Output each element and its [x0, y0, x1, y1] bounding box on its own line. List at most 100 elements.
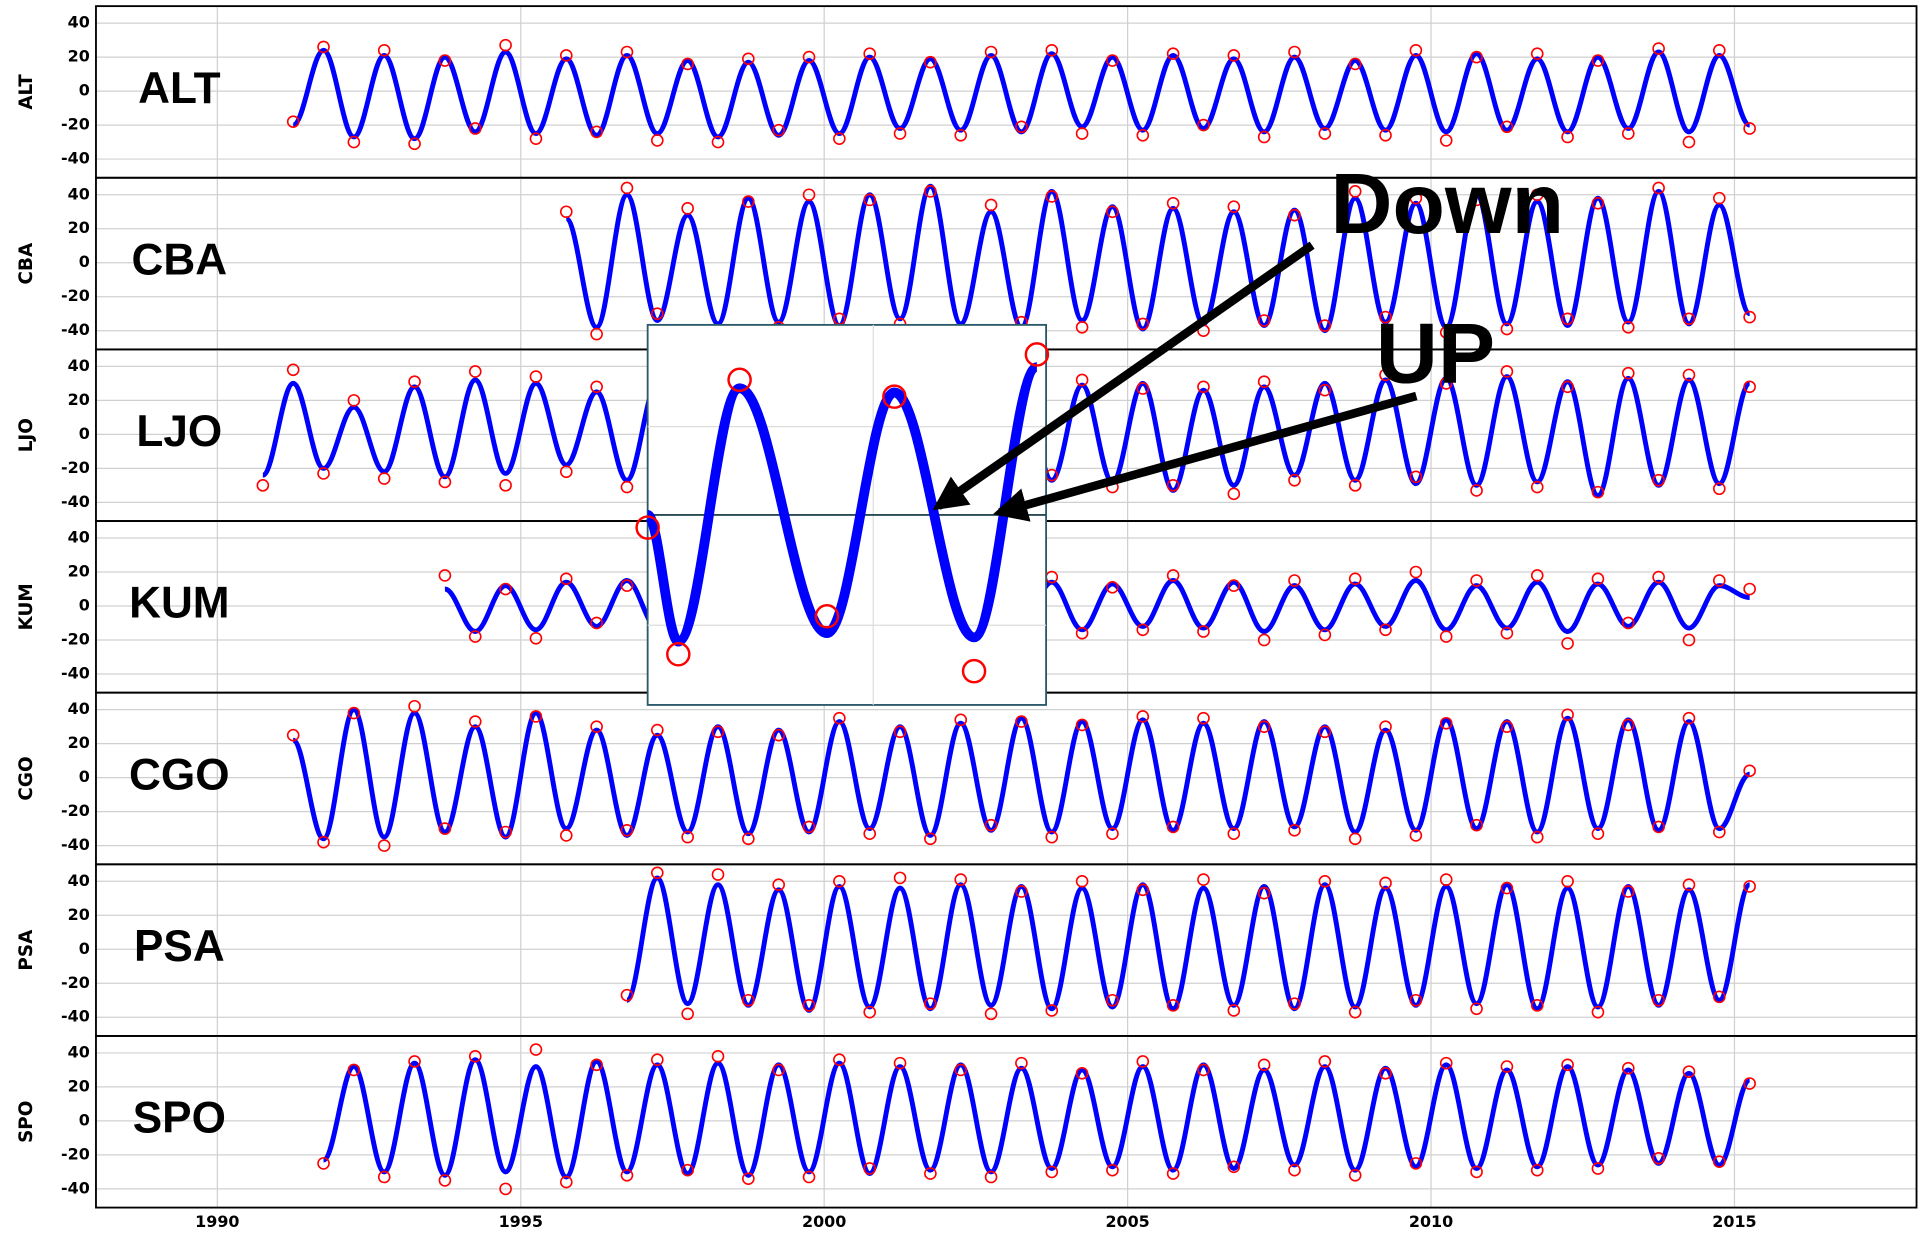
data-point — [559, 1175, 573, 1189]
inset — [635, 323, 1050, 706]
data-point — [408, 1055, 421, 1068]
data-point — [1561, 637, 1574, 650]
data-point — [559, 205, 573, 219]
data-point — [1288, 45, 1301, 59]
data-point — [1136, 128, 1150, 142]
annotation: UP — [1376, 306, 1495, 402]
data-point — [1257, 633, 1271, 647]
data-point — [681, 1007, 694, 1021]
data-point — [1561, 874, 1574, 888]
data-point — [1530, 999, 1544, 1012]
x-tick-label: 2010 — [1409, 1212, 1453, 1231]
data-point — [1409, 43, 1423, 57]
data-point — [1652, 181, 1665, 195]
data-point — [1712, 1155, 1726, 1169]
data-point — [468, 715, 482, 728]
data-point — [529, 710, 543, 723]
data-point — [1470, 818, 1483, 832]
data-point — [620, 480, 634, 494]
y-axis-label: LJO — [16, 418, 37, 452]
data-point — [1075, 320, 1089, 334]
data-point — [802, 50, 816, 64]
data-point — [863, 1162, 877, 1175]
data-point — [1015, 120, 1028, 134]
data-point — [893, 725, 907, 739]
data-point — [863, 1005, 877, 1019]
x-tick-label: 2000 — [802, 1212, 846, 1231]
data-point — [1318, 1055, 1332, 1068]
data-point — [1288, 574, 1301, 587]
data-point — [1379, 128, 1392, 142]
data-point — [711, 1050, 725, 1063]
data-point — [742, 832, 755, 846]
data-point — [1227, 487, 1241, 501]
data-point — [1045, 1165, 1059, 1179]
panel: -40 -20 0 20 40 CBA CBA — [16, 176, 1918, 351]
data-point — [772, 728, 785, 742]
data-point — [833, 711, 846, 725]
data-point — [1166, 196, 1180, 210]
data-point — [1439, 873, 1453, 886]
data-point — [1257, 720, 1271, 733]
data-point — [1257, 886, 1271, 900]
data-point — [1197, 873, 1210, 886]
panel: -40 -20 0 20 40 PSA PSA — [16, 863, 1918, 1037]
data-point — [893, 871, 907, 885]
y-tick-label: -40 — [61, 1178, 90, 1197]
data-point — [590, 720, 603, 733]
data-point — [256, 479, 270, 492]
data-point — [1318, 628, 1332, 642]
y-tick-label: 20 — [68, 47, 90, 66]
data-point — [742, 52, 755, 66]
data-point — [1621, 885, 1635, 898]
y-tick-label: -20 — [61, 286, 90, 305]
fit-line — [322, 1057, 1752, 1180]
data-point — [1106, 580, 1119, 594]
data-point — [1075, 874, 1089, 888]
data-point — [377, 472, 391, 485]
data-point — [1045, 830, 1059, 844]
data-point — [833, 132, 846, 145]
data-point — [499, 38, 512, 52]
station-label: SPO — [133, 1094, 226, 1143]
data-point — [1743, 880, 1756, 893]
data-point — [529, 132, 543, 145]
data-point — [286, 363, 300, 377]
y-axis-label: CBA — [16, 242, 37, 284]
data-point — [1682, 711, 1696, 725]
y-tick-label: 40 — [68, 356, 90, 375]
data-point — [802, 188, 816, 202]
data-point — [1106, 54, 1119, 67]
data-point — [984, 1007, 998, 1021]
data-point — [1166, 47, 1180, 61]
y-tick-label: -40 — [61, 1007, 90, 1026]
data-point — [468, 1050, 482, 1063]
data-point — [1136, 382, 1150, 395]
data-point — [882, 384, 907, 409]
data-point — [1318, 383, 1332, 397]
data-point — [1530, 47, 1544, 61]
data-point — [1500, 720, 1514, 733]
annotations: Down UP — [932, 156, 1564, 522]
data-point — [1136, 623, 1150, 637]
data-point — [317, 1157, 330, 1170]
data-point — [1470, 193, 1483, 207]
data-point — [1652, 1151, 1665, 1165]
data-point — [438, 822, 452, 835]
data-point — [711, 135, 725, 149]
arrow — [932, 241, 1315, 511]
data-point — [286, 115, 300, 128]
data-point — [954, 713, 968, 727]
y-tick-label: 20 — [68, 733, 90, 752]
data-point — [1197, 625, 1210, 638]
data-point — [1075, 718, 1089, 732]
data-point — [620, 988, 634, 1002]
data-point — [772, 878, 785, 892]
station-label: CGO — [129, 750, 230, 799]
data-point — [863, 827, 877, 841]
data-point — [1136, 1055, 1150, 1068]
data-point — [590, 125, 603, 139]
data-point — [1409, 191, 1423, 205]
data-point — [1682, 135, 1696, 149]
data-point — [961, 658, 987, 684]
